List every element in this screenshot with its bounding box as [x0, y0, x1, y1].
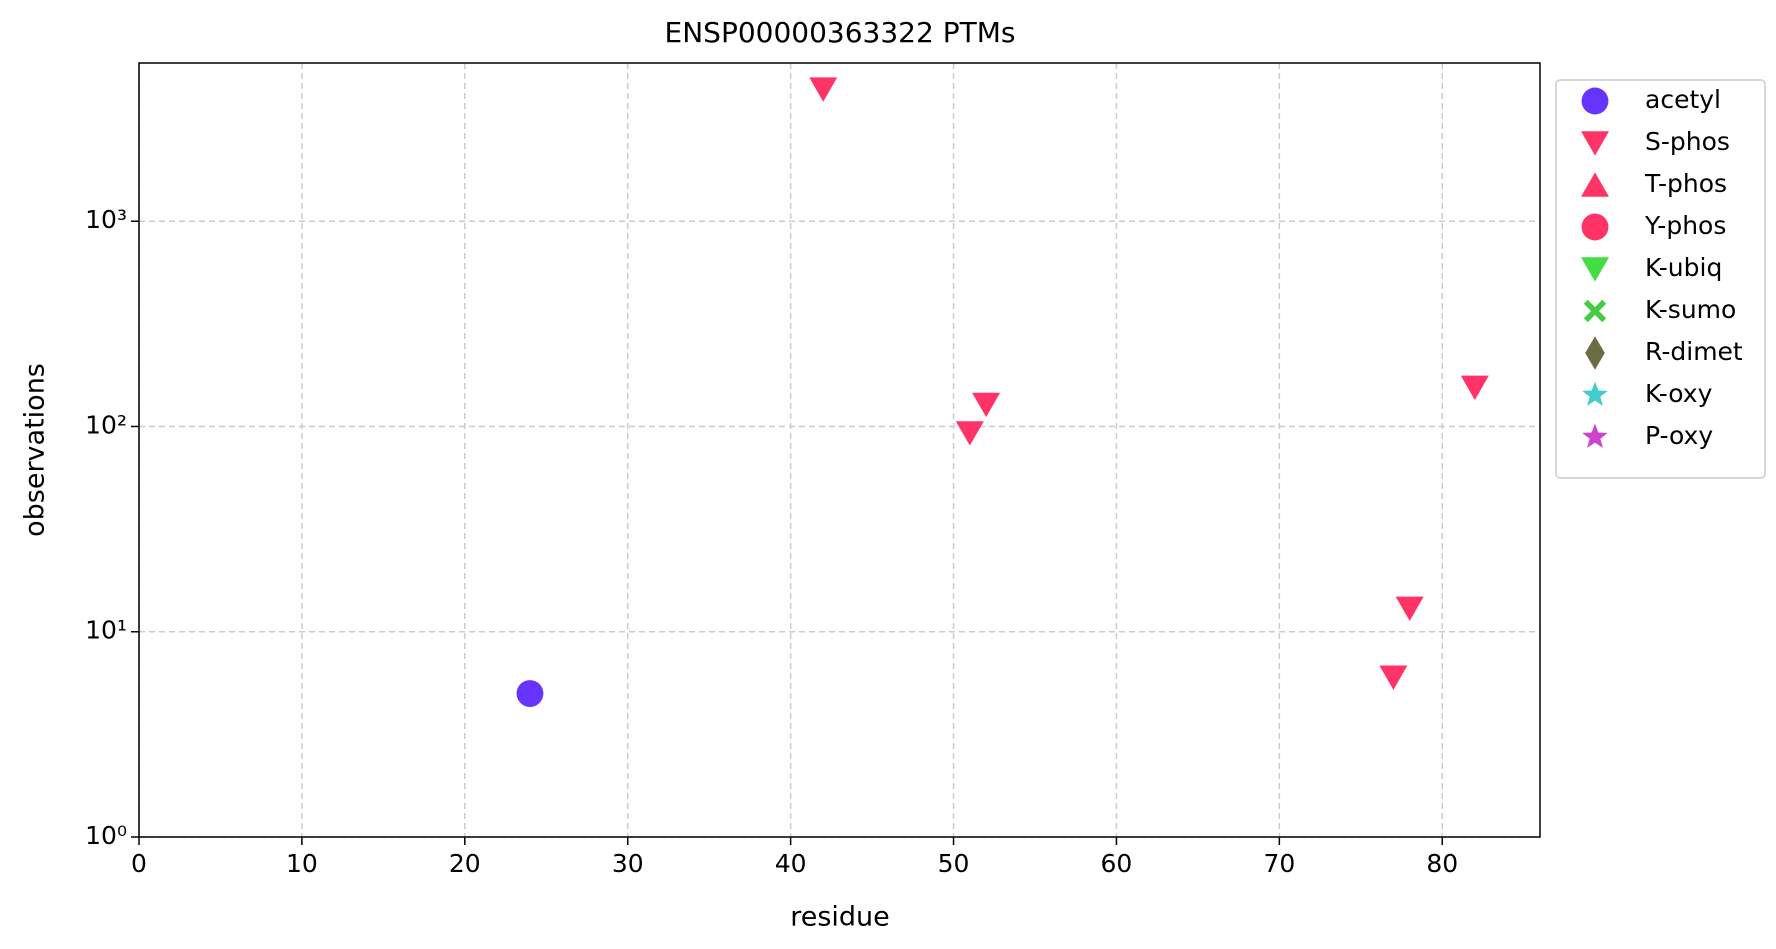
legend-label: Y-phos [1644, 211, 1726, 240]
x-tick-label: 40 [775, 849, 807, 878]
point [1395, 596, 1424, 621]
legend-label: P-oxy [1645, 421, 1713, 450]
x-tick-label: 10 [286, 849, 318, 878]
legend-marker [1581, 87, 1609, 115]
x-tick-label: 60 [1101, 849, 1133, 878]
x-axis-label: residue [790, 902, 890, 933]
point [1379, 665, 1408, 690]
legend-label: K-sumo [1645, 295, 1736, 324]
x-tick-label: 50 [938, 849, 970, 878]
legend-label: K-oxy [1645, 379, 1713, 408]
point [955, 421, 984, 446]
legend-marker [1582, 423, 1608, 448]
legend-marker [1581, 257, 1609, 282]
point [516, 680, 544, 707]
legend-marker [1582, 381, 1608, 406]
legend-box [1555, 79, 1766, 479]
chart-title: ENSP00000363322 PTMs [665, 16, 1016, 49]
y-tick-label: 10¹ [85, 616, 127, 645]
legend-label: T-phos [1644, 169, 1727, 198]
legend-marker [1581, 213, 1609, 241]
legend-label: K-ubiq [1645, 253, 1722, 282]
legend-label: R-dimet [1645, 337, 1743, 366]
legend-label: acetyl [1645, 85, 1721, 114]
x-tick-label: 20 [449, 849, 481, 878]
point [809, 77, 838, 102]
y-tick-label: 10² [85, 410, 127, 439]
legend-marker [1581, 131, 1609, 156]
x-tick-label: 80 [1426, 849, 1458, 878]
legend-marker [1585, 336, 1605, 370]
legend-marker [1583, 299, 1607, 323]
legend-marker [1581, 172, 1609, 197]
y-tick-label: 10³ [85, 205, 127, 234]
x-tick-label: 30 [612, 849, 644, 878]
point [1460, 375, 1489, 401]
x-tick-label: 0 [131, 849, 147, 878]
y-axis-label: observations [20, 363, 51, 537]
legend-label: S-phos [1645, 127, 1730, 156]
plot-frame [138, 62, 1541, 838]
y-tick-label: 10⁰ [85, 821, 127, 850]
point [972, 392, 1001, 418]
x-tick-label: 70 [1263, 849, 1295, 878]
